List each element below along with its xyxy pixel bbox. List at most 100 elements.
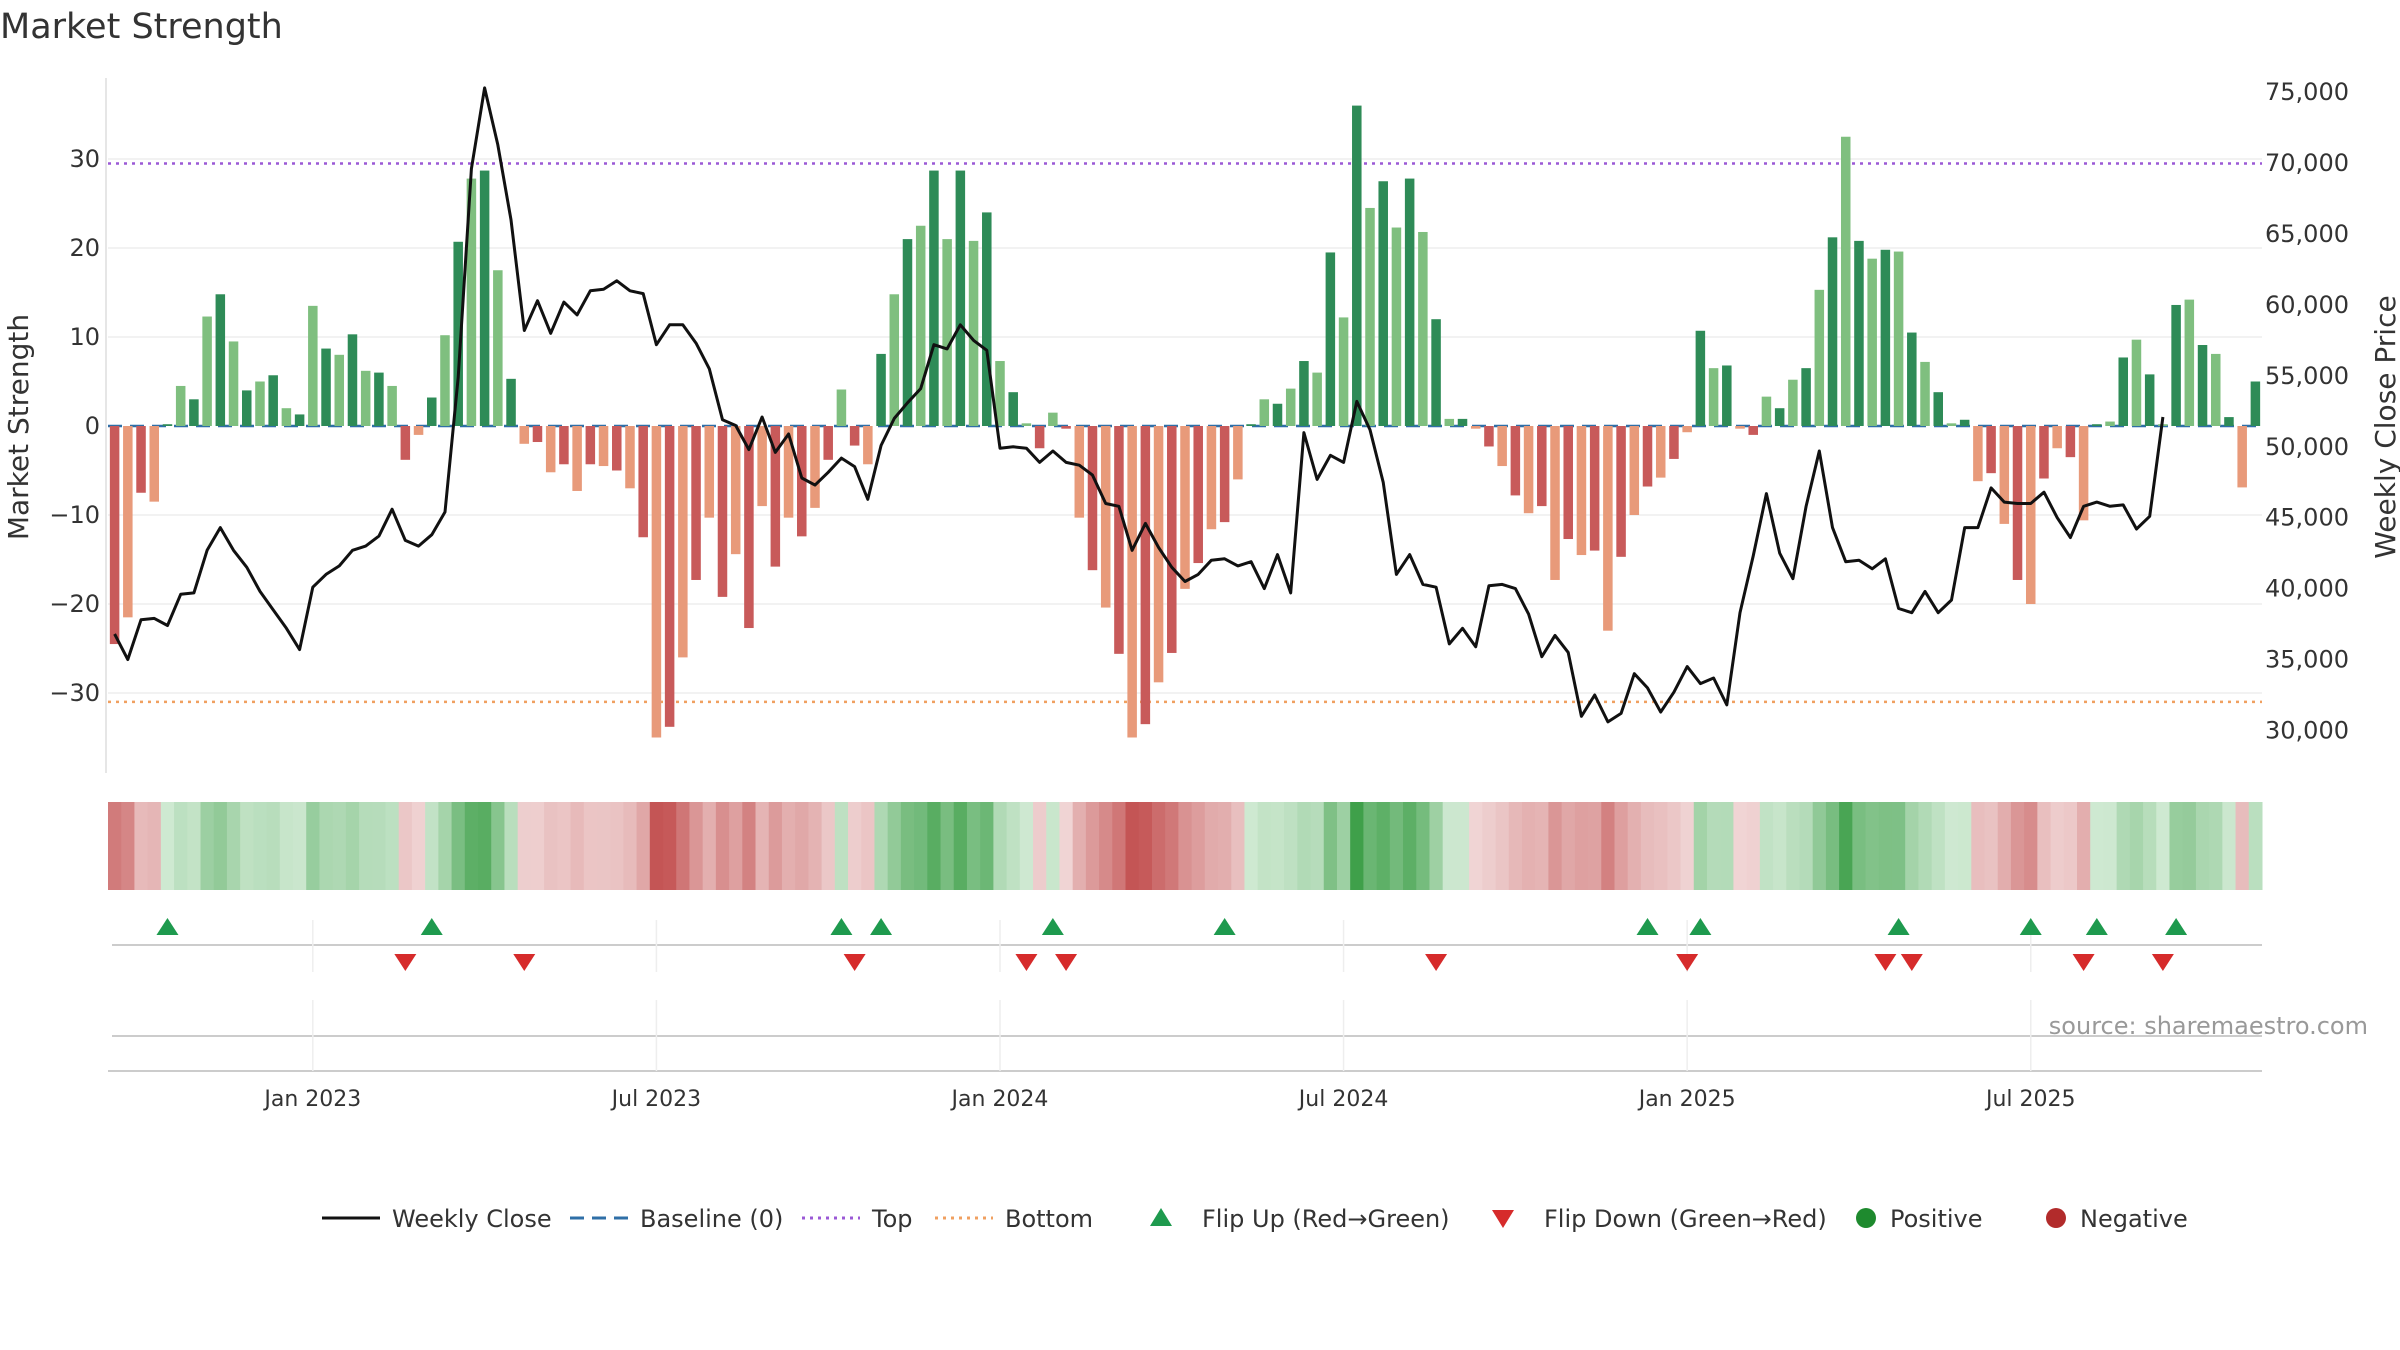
- strength-bar: [717, 426, 728, 597]
- strength-bar: [915, 225, 926, 426]
- heat-cell: [1627, 802, 1642, 890]
- strength-bar: [1153, 426, 1164, 683]
- strength-bar: [2052, 426, 2062, 449]
- heat-cell: [478, 802, 492, 890]
- right-tick-label: 55,000: [2265, 362, 2349, 390]
- strength-bar: [1312, 372, 1322, 426]
- heat-cell: [1257, 802, 1272, 890]
- heat-cell: [1442, 802, 1457, 890]
- heat-cell: [1389, 802, 1404, 890]
- flip-up-marker: [2019, 918, 2042, 935]
- strength-bar: [400, 426, 411, 460]
- heat-cell: [927, 802, 942, 890]
- heat-cell: [1971, 802, 1985, 890]
- heat-cell: [1310, 802, 1325, 890]
- heat-cell: [1561, 802, 1576, 890]
- legend-item: Negative: [2046, 1205, 2188, 1233]
- heat-cell: [1165, 802, 1179, 890]
- strength-bar: [413, 426, 424, 435]
- legend-item: Baseline (0): [570, 1205, 783, 1233]
- heat-cell: [425, 802, 439, 890]
- strength-bar: [1074, 426, 1085, 518]
- strength-bar: [1748, 426, 1758, 435]
- strength-bar: [1801, 368, 1811, 426]
- flip-down-marker: [1015, 954, 1038, 971]
- legend-item: Top: [802, 1205, 913, 1233]
- heat-cell: [1455, 802, 1470, 890]
- flip-up-marker: [1041, 918, 1064, 935]
- strength-bar: [1537, 426, 1547, 507]
- strength-bar: [466, 178, 477, 426]
- strength-bar: [770, 426, 781, 567]
- flip-down-marker: [2072, 954, 2095, 971]
- heat-cell: [887, 802, 902, 890]
- legend-swatch-triangle-down: [1492, 1210, 1514, 1228]
- strength-bar: [1484, 426, 1494, 447]
- strength-bar: [1219, 426, 1230, 523]
- strength-bar: [1048, 412, 1058, 426]
- strength-bar: [1774, 408, 1785, 426]
- right-axis: 30,000 35,000 40,000 45,000 50,000 55,000 60,0…: [2265, 78, 2349, 744]
- strength-bar: [268, 375, 278, 426]
- strength-bar: [1338, 317, 1349, 426]
- legend-label: Flip Down (Green→Red): [1544, 1205, 1827, 1233]
- heat-cell: [1918, 802, 1933, 890]
- heat-cell: [1429, 802, 1444, 890]
- heat-cell: [1019, 802, 1034, 890]
- heat-cell: [900, 802, 915, 890]
- heat-cell: [2024, 802, 2038, 890]
- strength-bar: [1233, 426, 1243, 480]
- strength-bar: [1444, 418, 1455, 426]
- strength-bar: [1127, 426, 1137, 738]
- heat-cell: [1151, 802, 1166, 890]
- heat-cell: [464, 802, 479, 890]
- flip-up-marker: [2085, 918, 2108, 935]
- heat-cell: [2235, 802, 2250, 890]
- strength-bar: [1854, 240, 1864, 426]
- heat-cell: [583, 802, 598, 890]
- heat-cell: [385, 802, 400, 890]
- heat-cell: [1178, 802, 1193, 890]
- heat-cell: [504, 802, 519, 890]
- left-tick-label: 10: [69, 323, 100, 351]
- strength-bar: [1973, 426, 1983, 482]
- strength-bar: [453, 241, 463, 426]
- strength-bar: [823, 426, 833, 460]
- strength-bar: [1655, 426, 1666, 478]
- heat-cell: [2090, 802, 2104, 890]
- strength-bar: [2184, 299, 2195, 426]
- heat-cell: [1059, 802, 1074, 890]
- heat-cell: [2156, 802, 2170, 890]
- strength-bar: [2105, 421, 2115, 426]
- heat-cell: [1482, 802, 1497, 890]
- heat-cell: [1403, 802, 1417, 890]
- heat-cell: [332, 802, 347, 890]
- heat-cell: [1033, 802, 1047, 890]
- strength-bar: [664, 426, 675, 727]
- heat-cell: [2182, 802, 2197, 890]
- x-tick-label: Jan 2023: [262, 1087, 361, 1112]
- strength-bar: [2237, 426, 2247, 488]
- strength-bar: [427, 397, 437, 426]
- strength-bar: [836, 389, 847, 426]
- strength-bar: [1193, 426, 1203, 564]
- flip-down-marker: [1055, 954, 1078, 971]
- heat-cell: [200, 802, 215, 890]
- heat-cell: [953, 802, 968, 890]
- x-tick-label: Jul 2025: [1984, 1087, 2076, 1112]
- flip-up-marker: [1213, 918, 1236, 935]
- heat-cell: [1535, 802, 1549, 890]
- heat-cell: [266, 802, 281, 890]
- heat-cell: [1865, 802, 1880, 890]
- heat-cell: [1786, 802, 1800, 890]
- left-axis-label: Market Strength: [2, 314, 35, 540]
- heat-cell: [1720, 802, 1734, 890]
- heat-cell: [702, 802, 717, 890]
- strength-bar: [1616, 426, 1626, 557]
- heat-cell: [1891, 802, 1906, 890]
- heat-cell: [1931, 802, 1946, 890]
- strength-bar: [1642, 426, 1653, 487]
- heat-cell: [1733, 802, 1748, 890]
- left-axis: −30 −20 −10 0 10 20 30: [49, 145, 100, 707]
